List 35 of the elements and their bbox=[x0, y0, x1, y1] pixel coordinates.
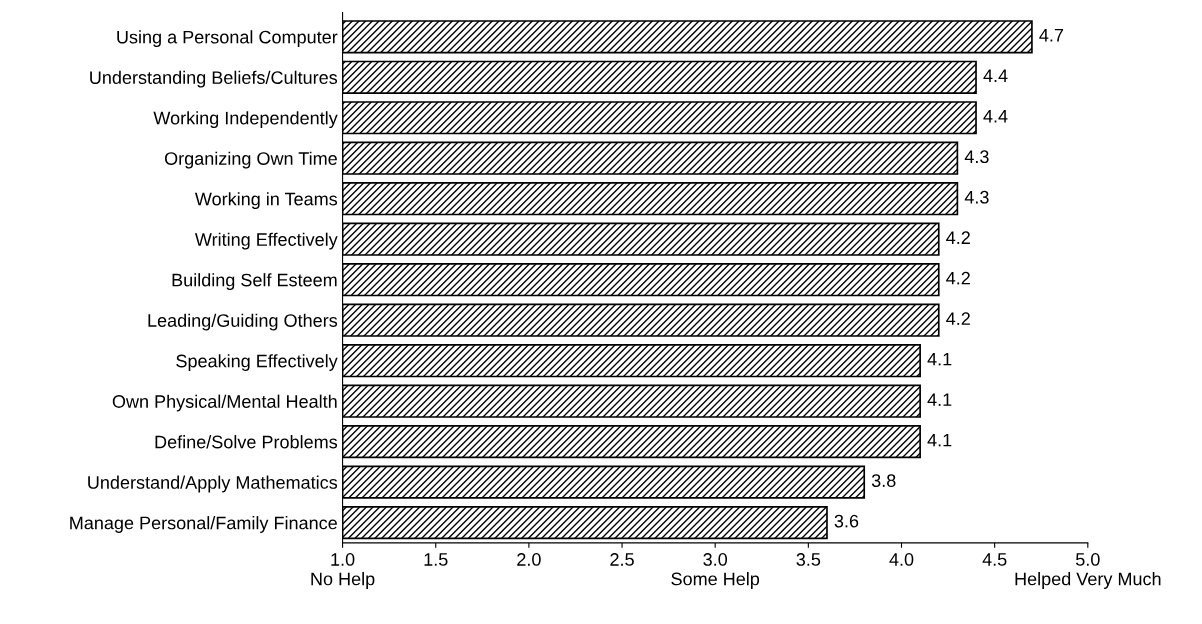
y-tick-label: Define/Solve Problems bbox=[155, 435, 338, 449]
data-label: 4.4 bbox=[983, 69, 1008, 82]
data-label: 4.3 bbox=[964, 150, 989, 164]
y-tick-label: Understanding Beliefs/Cultures bbox=[90, 70, 338, 88]
y-tick-label: Leading/Guiding Others bbox=[148, 313, 338, 331]
data-label: 4.1 bbox=[927, 433, 952, 447]
y-tick-label: Organizing Own Time bbox=[164, 151, 337, 169]
data-label: 3.6 bbox=[834, 514, 859, 528]
y-tick-label: Understand/Apply Mathematics bbox=[88, 475, 338, 493]
data-label: 4.7 bbox=[1039, 29, 1064, 42]
data-label: 4.3 bbox=[964, 190, 989, 204]
x-tick-label: 3.0 Some Help bbox=[671, 553, 760, 589]
data-label: 4.4 bbox=[983, 110, 1008, 123]
x-tick-label: 1.0 No Help bbox=[311, 553, 375, 589]
y-tick-label: Working Independently bbox=[153, 111, 338, 129]
x-tick-label: 4.5 bbox=[982, 553, 1007, 566]
data-label: 4.1 bbox=[927, 393, 952, 406]
x-tick-label: 3.5 bbox=[796, 553, 821, 566]
data-label: 3.8 bbox=[871, 474, 896, 487]
y-tick-label: Using a Personal Computer bbox=[117, 30, 338, 48]
y-tick-label: Writing Effectively bbox=[194, 232, 338, 250]
y-tick-label: Own Physical/Mental Health bbox=[112, 394, 337, 412]
x-tick-label: 1.5 bbox=[424, 553, 448, 566]
x-tick-label: 5.0 Helped Very Much bbox=[1015, 553, 1161, 589]
x-tick-label: 2.5 bbox=[610, 553, 634, 566]
y-tick-label: Working in Teams bbox=[194, 192, 338, 210]
y-tick-label: Speaking Effectively bbox=[176, 354, 338, 371]
data-label: 4.2 bbox=[946, 271, 970, 285]
data-label: 4.1 bbox=[927, 352, 952, 366]
x-tick-label: 4.0 bbox=[889, 553, 914, 566]
x-tick-label: 2.0 bbox=[517, 553, 541, 566]
data-label: 4.2 bbox=[946, 231, 970, 244]
y-tick-label: Manage Personal/Family Finance bbox=[70, 516, 337, 533]
data-label: 4.2 bbox=[946, 312, 970, 325]
y-tick-label: Building Self Esteem bbox=[172, 273, 337, 290]
